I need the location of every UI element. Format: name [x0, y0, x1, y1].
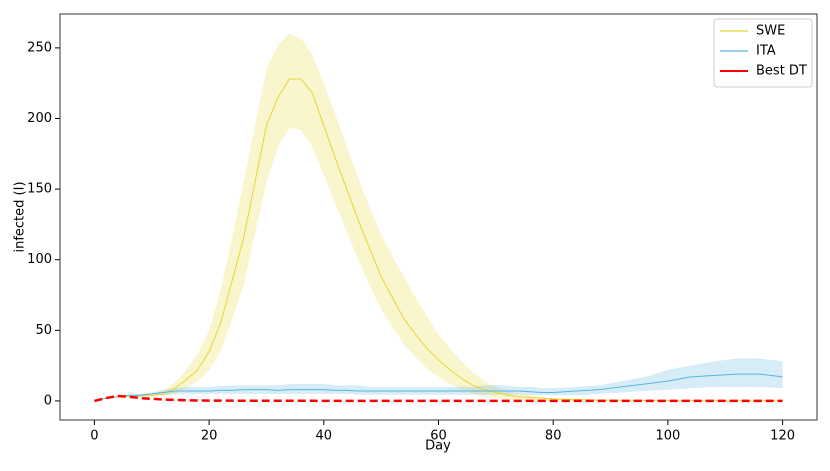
band — [94, 33, 783, 401]
series-line — [94, 394, 783, 403]
band — [94, 358, 783, 401]
legend-label: ITA — [756, 44, 776, 59]
x-tick-label: 40 — [316, 429, 333, 444]
x-tick-label: 60 — [430, 429, 447, 444]
legend-label: Best DT — [756, 64, 807, 79]
y-tick-label: 250 — [27, 40, 52, 55]
x-axis-label: Day — [425, 439, 451, 454]
plot-frame — [59, 13, 818, 421]
x-tick-label: 120 — [770, 429, 795, 444]
y-tick-label: 50 — [35, 323, 52, 338]
x-tick-label: 80 — [545, 429, 562, 444]
legend-label: SWE — [756, 24, 785, 39]
x-tick-label: 0 — [90, 429, 98, 444]
y-axis-label: infected (I) — [13, 181, 28, 252]
y-tick-label: 150 — [27, 182, 52, 197]
y-tick-label: 0 — [44, 393, 52, 408]
y-tick-label: 200 — [27, 111, 52, 126]
x-tick-label: 100 — [655, 429, 680, 444]
y-tick-label: 100 — [27, 252, 52, 267]
x-tick-label: 20 — [201, 429, 218, 444]
series-line — [94, 373, 783, 402]
